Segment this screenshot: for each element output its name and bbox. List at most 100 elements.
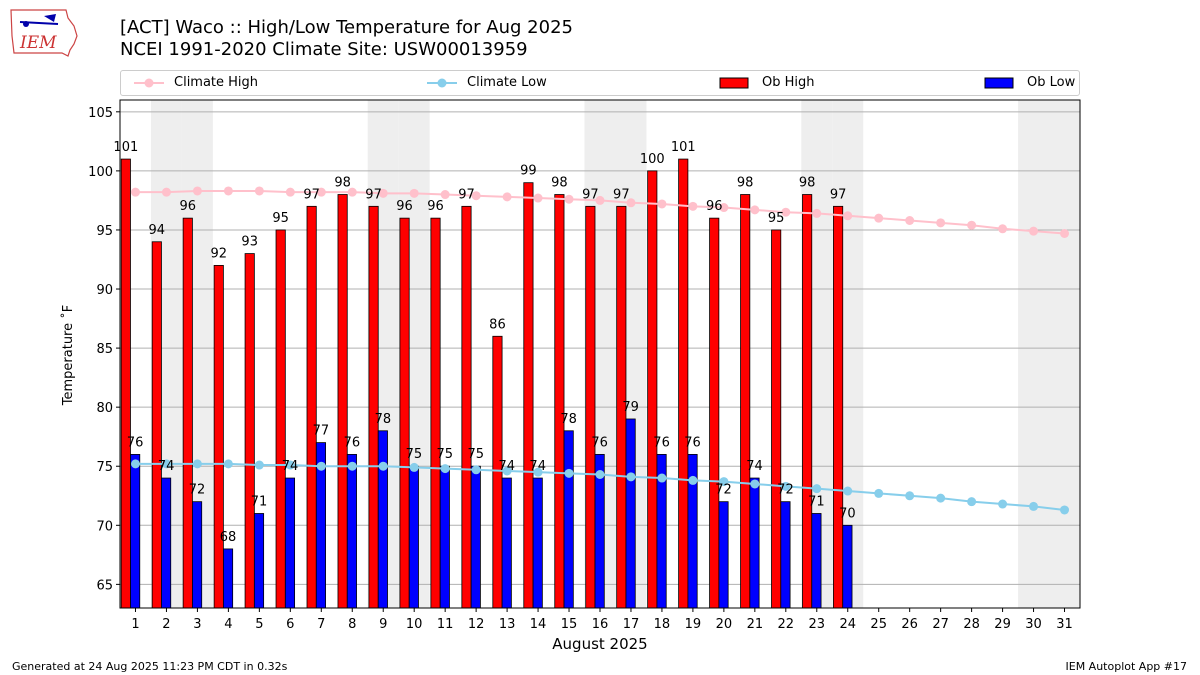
ob-high-bar <box>244 253 255 609</box>
climate-low-point <box>1060 505 1070 515</box>
climate-high-point <box>254 186 264 196</box>
climate-low-point <box>564 468 574 478</box>
climate-high-point <box>502 192 512 202</box>
bars <box>120 158 853 609</box>
climate-high-point <box>750 205 760 215</box>
ob-high-bar <box>461 205 472 609</box>
ob-high-bar <box>771 229 782 609</box>
ob-low-value-label: 76 <box>344 435 361 450</box>
x-axis-label: August 2025 <box>552 635 647 653</box>
climate-high-point <box>161 187 171 197</box>
ob-low-value-label: 74 <box>529 459 546 474</box>
ob-high-value-label: 97 <box>458 187 475 202</box>
weekend-band <box>1049 100 1080 608</box>
ob-high-bar <box>368 205 379 609</box>
x-tick-label: 16 <box>592 617 609 632</box>
ob-high-bar <box>399 217 410 609</box>
climate-high-point <box>347 187 357 197</box>
ob-high-value-label: 96 <box>180 199 197 214</box>
ob-high-value-label: 94 <box>149 223 166 238</box>
x-tick-label: 23 <box>809 617 826 632</box>
climate-high-point <box>905 216 915 226</box>
ob-high-value-label: 96 <box>427 199 444 214</box>
climate-high-point <box>285 187 295 197</box>
y-tick-label: 75 <box>96 460 113 475</box>
climate-high-point <box>874 213 884 223</box>
ob-low-value-label: 75 <box>406 447 423 462</box>
ob-low-value-label: 72 <box>777 483 794 498</box>
climate-high-swatch <box>134 78 164 88</box>
ob-low-swatch <box>984 77 1014 89</box>
climate-low-point <box>626 472 636 482</box>
climate-low-point <box>936 493 946 503</box>
ob-high-value-label: 86 <box>489 317 506 332</box>
y-tick-label: 90 <box>96 283 113 298</box>
ob-high-bar <box>554 194 565 609</box>
climate-high-point <box>409 188 419 198</box>
ob-high-bar <box>647 170 658 609</box>
y-tick-label: 100 <box>88 165 113 180</box>
ob-low-value-label: 71 <box>251 494 268 509</box>
climate-low-swatch <box>427 78 457 88</box>
climate-high-point <box>223 186 233 196</box>
ob-low-bar <box>811 513 822 609</box>
x-tick-label: 7 <box>317 617 325 632</box>
ob-high-bar <box>151 241 162 609</box>
climate-low-point <box>967 497 977 507</box>
ob-low-value-label: 75 <box>468 447 485 462</box>
x-tick-label: 24 <box>839 617 856 632</box>
x-tick-label: 11 <box>437 617 454 632</box>
ob-low-bar <box>625 418 636 609</box>
y-tick-label: 95 <box>96 224 113 239</box>
x-tick-label: 10 <box>406 617 423 632</box>
ob-low-value-label: 72 <box>189 483 206 498</box>
ob-high-value-label: 93 <box>241 235 258 250</box>
ob-high-bar <box>802 194 813 609</box>
ob-low-bar <box>563 430 574 609</box>
x-tick-label: 13 <box>499 617 516 632</box>
ob-low-value-label: 78 <box>375 412 392 427</box>
ob-high-bar <box>430 217 441 609</box>
climate-high-point <box>595 195 605 205</box>
ob-low-value-label: 78 <box>560 412 577 427</box>
ob-low-bar <box>842 524 853 609</box>
ob-low-value-label: 76 <box>684 435 701 450</box>
x-tick-label: 3 <box>193 617 201 632</box>
climate-low-point <box>502 466 512 476</box>
climate-high-point <box>533 193 543 203</box>
climate-low-point <box>595 470 605 480</box>
ob-high-value-label: 98 <box>551 176 568 191</box>
y-tick-label: 65 <box>96 578 113 593</box>
ob-high-value-label: 96 <box>706 199 723 214</box>
ob-low-bar <box>501 477 512 609</box>
climate-high-point <box>564 194 574 204</box>
x-tick-label: 5 <box>255 617 263 632</box>
ob-high-value-label: 97 <box>830 187 847 202</box>
ob-low-bar <box>253 513 265 609</box>
x-tick-label: 27 <box>932 617 949 632</box>
ob-low-bar <box>408 465 419 609</box>
y-tick-label: 80 <box>96 401 113 416</box>
ob-high-bar <box>213 264 224 609</box>
climate-low-point <box>657 473 667 483</box>
ob-low-value-label: 72 <box>715 483 732 498</box>
x-tick-label: 6 <box>286 617 294 632</box>
ob-high-swatch <box>719 77 749 89</box>
legend-label: Ob Low <box>1027 75 1076 90</box>
x-tick-label: 12 <box>468 617 485 632</box>
x-tick-label: 26 <box>901 617 918 632</box>
x-tick-label: 9 <box>379 617 387 632</box>
legend: Climate High Climate Low Ob High Ob Low <box>120 70 1080 96</box>
ob-low-value-label: 74 <box>158 459 175 474</box>
chart-subtitle: NCEI 1991-2020 Climate Site: USW00013959 <box>120 39 528 60</box>
climate-high-point <box>316 187 326 197</box>
climate-low-point <box>719 477 729 487</box>
ob-low-value-label: 71 <box>808 494 825 509</box>
climate-high-point <box>812 208 822 218</box>
ob-low-value-label: 79 <box>622 400 639 415</box>
x-tick-label: 2 <box>162 617 170 632</box>
climate-low-point <box>471 465 481 475</box>
x-tick-label: 18 <box>654 617 671 632</box>
ob-low-bar <box>749 477 760 609</box>
ob-low-bar <box>346 454 357 609</box>
